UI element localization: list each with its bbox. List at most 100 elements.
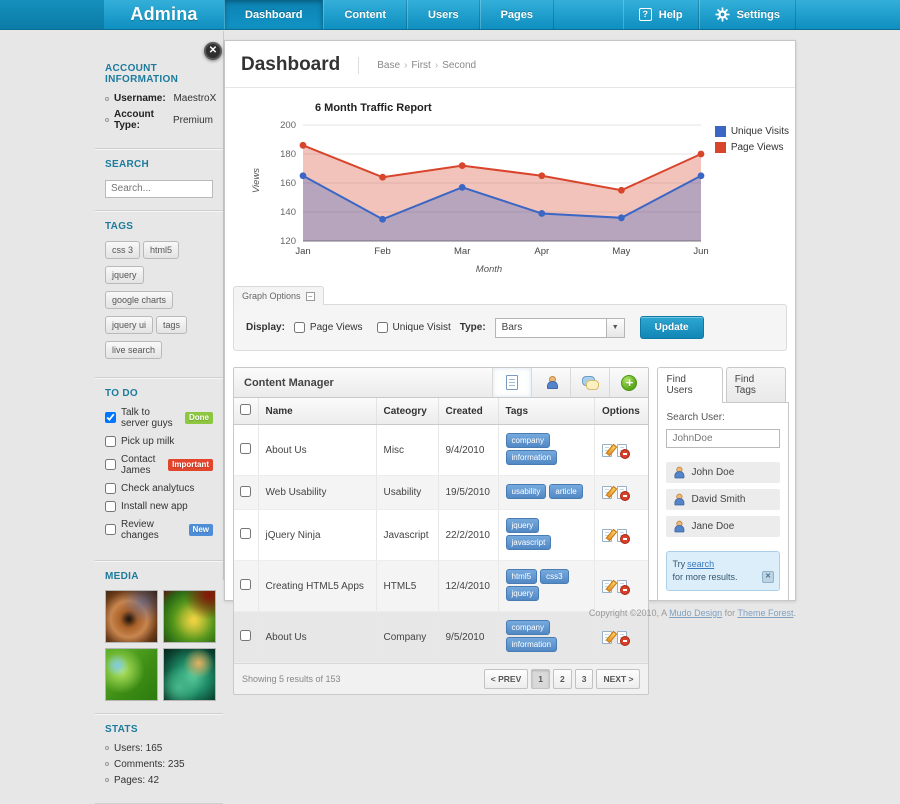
row-tag-css3[interactable]: css3 [540, 569, 569, 584]
row-checkbox[interactable] [240, 528, 252, 539]
tag-live-search[interactable]: live search [105, 340, 163, 359]
content-manager: Content Manager + [233, 367, 650, 695]
traffic-chart: 6 Month Traffic Report Views 120 140 160 18… [251, 102, 789, 275]
page-button-2[interactable]: 2 [553, 669, 572, 689]
collapse-icon[interactable]: − [305, 291, 315, 301]
help-button[interactable]: ? Help [622, 0, 699, 29]
select-all-checkbox[interactable] [240, 404, 252, 415]
delete-icon[interactable] [616, 443, 630, 459]
user-result-john-doe[interactable]: John Doe [666, 462, 780, 483]
media-thumbnail-2[interactable] [163, 589, 216, 643]
edit-icon[interactable] [601, 443, 612, 457]
media-thumbnail-4[interactable] [163, 647, 216, 701]
todo-checkbox[interactable] [105, 524, 116, 535]
add-tool-button[interactable]: + [609, 368, 648, 397]
todo-checkbox[interactable] [105, 412, 116, 423]
tag-google-charts[interactable]: google charts [105, 290, 174, 309]
search-link[interactable]: search [687, 559, 715, 569]
media-thumbnail-1[interactable] [105, 589, 158, 643]
close-sidebar-button[interactable]: ✕ [204, 42, 222, 60]
delete-icon[interactable] [616, 528, 630, 544]
todo-checkbox[interactable] [105, 435, 116, 447]
tag-css-3[interactable]: css 3 [105, 240, 141, 259]
display-option-page-views: Page Views [293, 322, 363, 333]
page-button-prev[interactable]: < PREV [483, 669, 529, 689]
breadcrumb-item-second[interactable]: Second [442, 59, 477, 71]
todo-checkbox[interactable] [105, 500, 116, 512]
nav-tab-users[interactable]: Users [407, 0, 480, 29]
edit-icon[interactable] [601, 486, 612, 499]
row-options [593, 611, 649, 663]
users-tool-button[interactable] [531, 368, 570, 397]
user-result-david-smith[interactable]: David Smith [666, 489, 780, 510]
theme-forest-link[interactable]: Theme Forest [737, 608, 794, 618]
row-checkbox[interactable] [240, 443, 252, 454]
media-thumbnail-3[interactable] [105, 647, 158, 701]
mudo-design-link[interactable]: Mudo Design [669, 608, 723, 618]
page-button-1[interactable]: 1 [531, 669, 551, 689]
svg-text:May: May [612, 246, 630, 257]
row-tag-information[interactable]: information [505, 637, 558, 652]
documents-tool-button[interactable] [492, 368, 532, 397]
page-button-3[interactable]: 3 [574, 669, 594, 689]
display-checkbox-page-views[interactable] [293, 322, 305, 333]
page-button-next[interactable]: NEXT > [596, 669, 641, 689]
row-tag-html5[interactable]: html5 [505, 569, 538, 584]
breadcrumb: Base › First › Second [358, 56, 477, 74]
tag-jquery-ui[interactable]: jquery ui [105, 315, 154, 334]
row-tag-article[interactable]: article [549, 484, 583, 499]
nav-tab-dashboard[interactable]: Dashboard [224, 0, 324, 29]
graph-type-select[interactable]: Bars ▼ [494, 317, 625, 338]
delete-icon[interactable] [616, 630, 630, 646]
row-tag-information[interactable]: information [505, 450, 558, 465]
todo-checkbox[interactable] [105, 482, 116, 494]
todo-badge-done: Done [185, 411, 213, 424]
edit-icon[interactable] [601, 579, 612, 593]
select-arrow-icon: ▼ [605, 318, 624, 337]
user-icon [545, 376, 558, 389]
row-checkbox[interactable] [240, 579, 252, 590]
find-panel-tabs: Find Users Find Tags [657, 367, 789, 403]
edit-icon[interactable] [601, 528, 612, 542]
row-checkbox[interactable] [240, 630, 252, 641]
row-created: 9/5/2010 [437, 611, 498, 663]
delete-icon[interactable] [616, 486, 630, 501]
tag-html5[interactable]: html5 [143, 240, 180, 259]
tab-find-tags[interactable]: Find Tags [725, 367, 786, 402]
display-checkbox-unique-visist[interactable] [376, 322, 388, 333]
row-tag-jquery[interactable]: jquery [505, 586, 540, 601]
top-navbar: Admina Dashboard Content Users Pages ? Help… [0, 0, 900, 30]
row-select-cell [234, 509, 258, 561]
svg-text:Jan: Jan [295, 246, 310, 257]
graph-options-tab[interactable]: Graph Options − [233, 286, 324, 305]
delete-icon[interactable] [616, 579, 630, 595]
row-tag-company[interactable]: company [505, 620, 550, 635]
user-result-jane-doe[interactable]: Jane Doe [666, 516, 780, 537]
settings-button[interactable]: Settings [698, 0, 796, 29]
search-user-input[interactable] [666, 429, 780, 448]
nav-tab-pages[interactable]: Pages [479, 0, 555, 29]
tag-jquery[interactable]: jquery [105, 265, 144, 284]
breadcrumb-separator: › [434, 59, 439, 71]
sidebar-search-input[interactable] [105, 179, 213, 198]
row-tag-javascript[interactable]: javascript [505, 535, 552, 550]
hint-close-icon[interactable]: ✕ [762, 571, 774, 583]
user-name: John Doe [691, 467, 735, 478]
tag-tags[interactable]: tags [156, 315, 188, 334]
row-tag-company[interactable]: company [505, 433, 550, 448]
row-checkbox[interactable] [240, 485, 252, 497]
todo-checkbox[interactable] [105, 459, 116, 470]
row-tag-jquery[interactable]: jquery [505, 518, 540, 533]
tab-find-users[interactable]: Find Users [657, 367, 723, 403]
nav-tab-content[interactable]: Content [323, 0, 408, 29]
breadcrumb-item-base[interactable]: Base [377, 59, 401, 71]
update-button[interactable]: Update [639, 316, 704, 339]
comments-tool-button[interactable] [570, 368, 609, 397]
gear-icon [715, 7, 730, 22]
edit-icon[interactable] [601, 630, 612, 644]
legend-swatch [714, 126, 726, 137]
row-created: 19/5/2010 [437, 475, 498, 510]
row-tag-usability[interactable]: usability [505, 484, 547, 499]
page-title: Dashboard [241, 54, 341, 75]
breadcrumb-item-first[interactable]: First [411, 59, 431, 71]
